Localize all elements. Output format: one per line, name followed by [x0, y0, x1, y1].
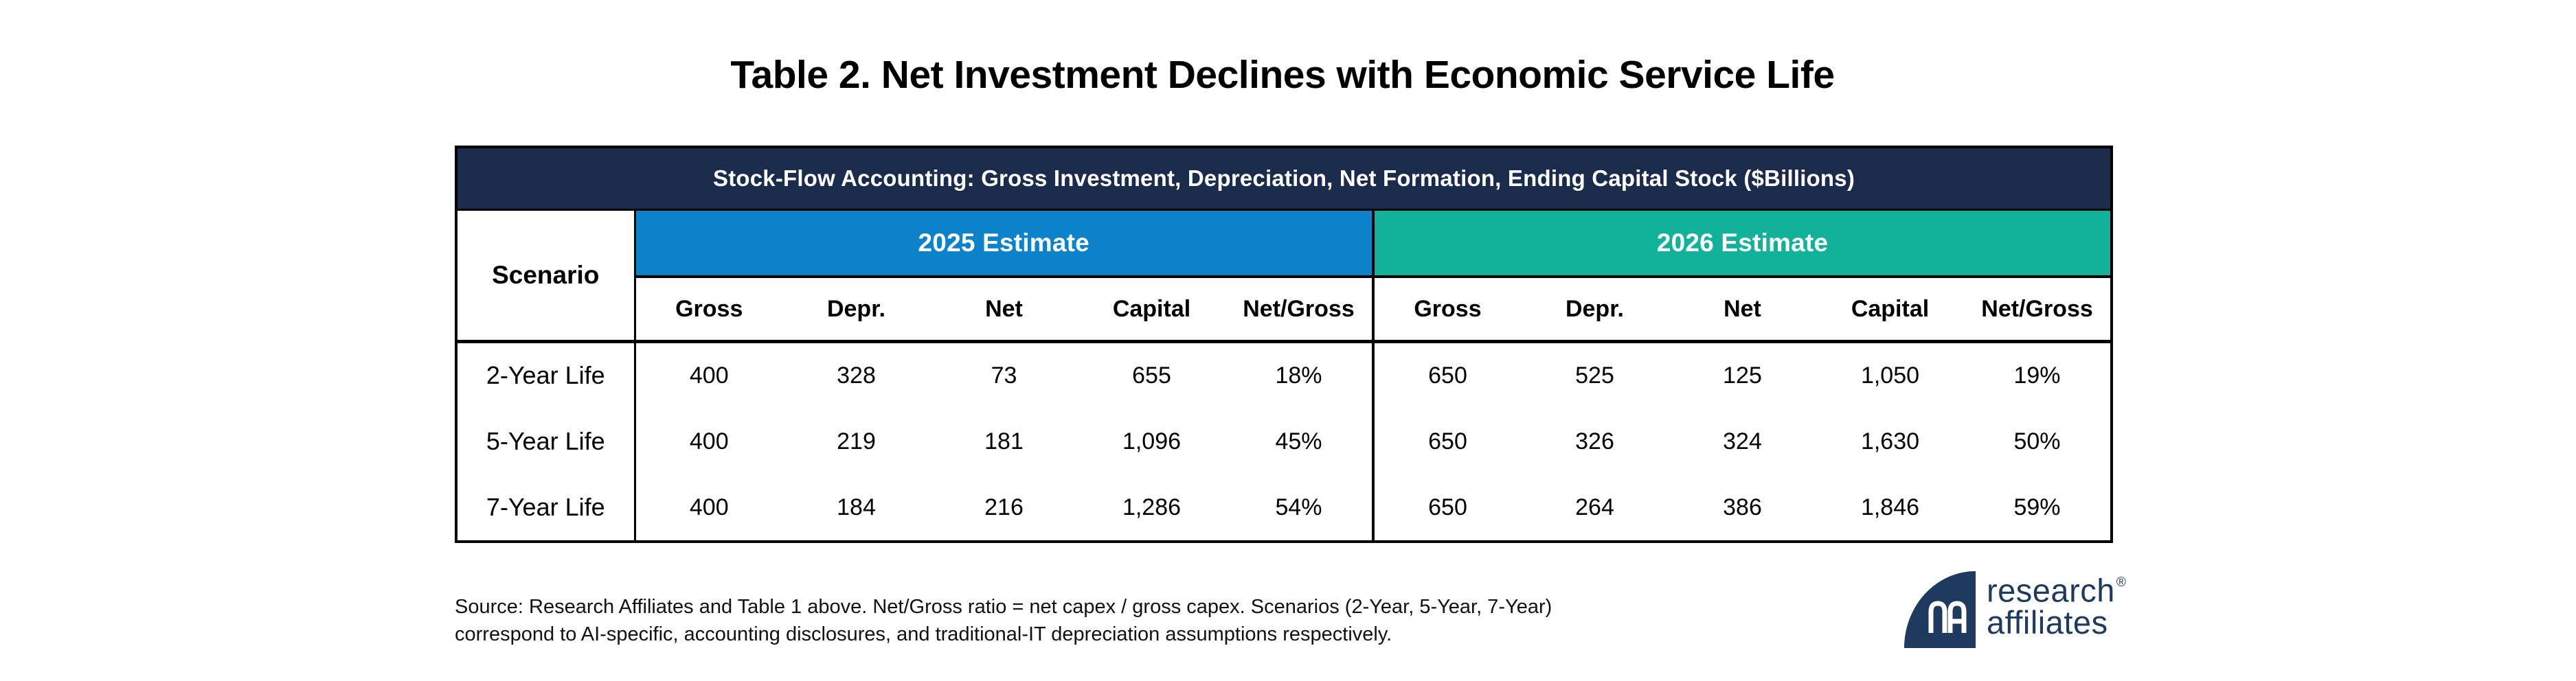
cell-2026-depr: 264 [1521, 474, 1669, 542]
row-label: 7-Year Life [456, 474, 636, 542]
logo-word-affiliates: affiliates [1987, 603, 2108, 640]
column-header-capital-2025: Capital [1078, 277, 1225, 343]
table-row-7-year: 7-Year Life 400 184 216 1,286 54% 650 26… [456, 474, 2112, 542]
column-header-net-2025: Net [930, 277, 1078, 343]
cell-2026-net: 386 [1669, 474, 1816, 542]
cell-2025-capital: 655 [1078, 341, 1225, 408]
source-note-line2: correspond to AI-specific, accounting di… [455, 623, 1392, 645]
page-title: Table 2. Net Investment Declines with Ec… [730, 53, 1835, 97]
source-note: Source: Research Affiliates and Table 1 … [455, 593, 1760, 648]
cell-2025-net: 181 [930, 408, 1078, 475]
source-note-line1: Source: Research Affiliates and Table 1 … [455, 596, 1552, 618]
cell-2026-gross: 650 [1372, 341, 1521, 408]
cell-2025-netgross: 18% [1225, 341, 1373, 408]
data-table: Stock-Flow Accounting: Gross Investment,… [455, 146, 2114, 543]
cell-2025-gross: 400 [635, 341, 782, 408]
scenario-header: Scenario [456, 209, 636, 343]
ra-monogram-icon [1928, 601, 1967, 633]
group-header-2026: 2026 Estimate [1371, 209, 2112, 278]
cell-2025-net: 216 [930, 474, 1078, 542]
cell-2026-gross: 650 [1372, 474, 1521, 542]
cell-2026-capital: 1,630 [1816, 408, 1964, 475]
cell-2025-depr: 328 [782, 341, 930, 408]
cell-2026-net: 125 [1669, 341, 1816, 408]
cell-2025-gross: 400 [635, 474, 782, 542]
row-label: 2-Year Life [456, 341, 636, 408]
logo-word-research: research ® [1987, 572, 2127, 609]
registered-mark: ® [2116, 575, 2127, 590]
cell-2026-gross: 650 [1372, 408, 1521, 475]
cell-2026-capital: 1,050 [1816, 341, 1964, 408]
cell-2025-depr: 184 [782, 474, 930, 542]
research-affiliates-logo: research ® affiliates [1904, 571, 2127, 654]
cell-2025-gross: 400 [635, 408, 782, 475]
logo-wordmark: research ® affiliates [1987, 571, 2127, 640]
cell-2026-net: 324 [1669, 408, 1816, 475]
column-header-netgross-2026: Net/Gross [1964, 277, 2112, 343]
cell-2026-capital: 1,846 [1816, 474, 1964, 542]
stock-flow-table: Stock-Flow Accounting: Gross Investment,… [455, 146, 2114, 543]
cell-2026-netgross: 19% [1964, 341, 2112, 408]
cell-2025-net: 73 [930, 341, 1078, 408]
column-header-gross-2025: Gross [635, 277, 782, 343]
table-row-2-year: 2-Year Life 400 328 73 655 18% 650 525 1… [456, 341, 2112, 408]
column-header-capital-2026: Capital [1816, 277, 1964, 343]
cell-2026-depr: 525 [1521, 341, 1669, 408]
cell-2025-depr: 219 [782, 408, 930, 475]
cell-2025-netgross: 54% [1225, 474, 1373, 542]
row-label: 5-Year Life [456, 408, 636, 475]
group-header-2025: 2025 Estimate [635, 209, 1373, 278]
cell-2026-depr: 326 [1521, 408, 1669, 475]
table-row-5-year: 5-Year Life 400 219 181 1,096 45% 650 32… [456, 408, 2112, 475]
column-header-depr-2026: Depr. [1521, 277, 1669, 343]
column-header-gross-2026: Gross [1372, 277, 1521, 343]
column-header-depr-2025: Depr. [782, 277, 930, 343]
column-header-net-2026: Net [1669, 277, 1816, 343]
cell-2026-netgross: 50% [1964, 408, 2112, 475]
cell-2025-netgross: 45% [1225, 408, 1373, 475]
ra-logo-mark [1904, 571, 1976, 648]
cell-2025-capital: 1,286 [1078, 474, 1225, 542]
table-banner: Stock-Flow Accounting: Gross Investment,… [456, 147, 2112, 211]
column-header-netgross-2025: Net/Gross [1225, 277, 1373, 343]
cell-2026-netgross: 59% [1964, 474, 2112, 542]
cell-2025-capital: 1,096 [1078, 408, 1225, 475]
